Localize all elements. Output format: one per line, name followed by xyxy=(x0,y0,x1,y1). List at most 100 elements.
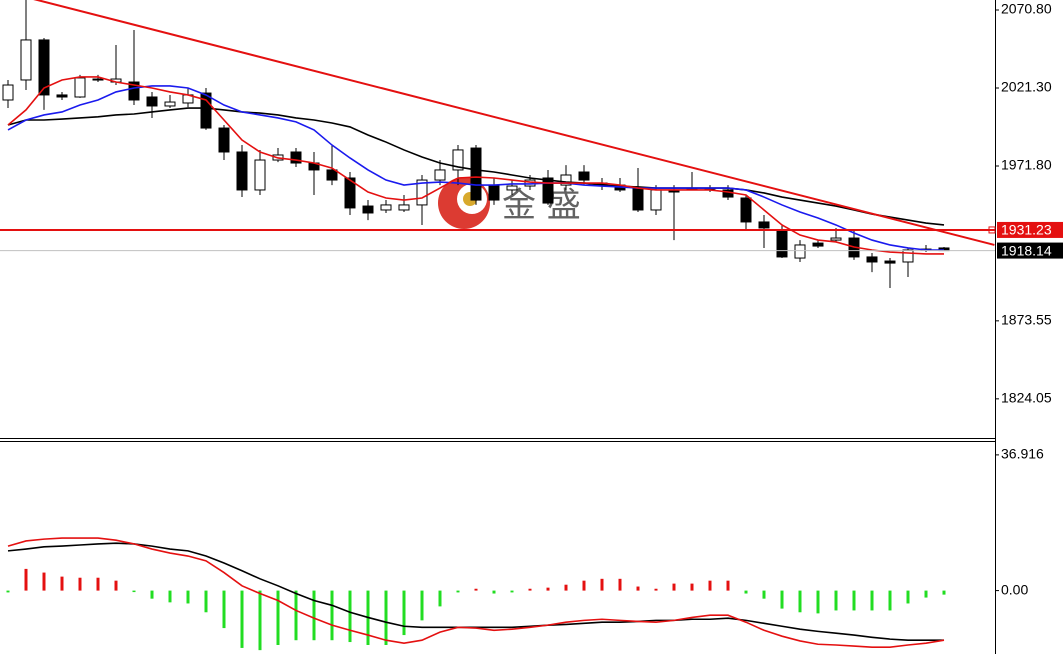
candle-body xyxy=(452,149,464,171)
histogram-bar xyxy=(510,590,514,593)
trendline xyxy=(33,0,995,246)
histogram-bar xyxy=(150,590,154,599)
y-tick-label: 2070.80 xyxy=(1001,1,1052,17)
histogram-bar xyxy=(780,590,784,609)
candle-body xyxy=(164,101,176,107)
candle-body xyxy=(506,185,518,191)
level-label: 1918.14 xyxy=(1001,242,1052,258)
y-tick-label: 1824.05 xyxy=(1001,390,1052,406)
candle-body xyxy=(56,94,68,98)
candle-body xyxy=(434,169,446,181)
histogram-bar xyxy=(312,590,316,641)
histogram-bar xyxy=(762,590,766,599)
candle-body xyxy=(2,84,14,101)
histogram-bar xyxy=(924,590,928,598)
candle-body xyxy=(20,39,32,81)
candle-body xyxy=(650,189,662,211)
candle-body xyxy=(290,151,302,164)
histogram-bar xyxy=(456,590,460,593)
candle-body xyxy=(254,159,266,191)
histogram-bar xyxy=(114,580,118,591)
moving-average xyxy=(7,76,944,255)
histogram-bar xyxy=(636,586,640,591)
histogram-bar xyxy=(942,590,946,595)
candle-body xyxy=(794,244,806,259)
histogram-bar xyxy=(240,590,244,648)
histogram-bar xyxy=(60,576,64,591)
histogram-bar xyxy=(258,590,262,651)
histogram-bar xyxy=(474,588,478,591)
candle-body xyxy=(488,184,500,201)
histogram-bar xyxy=(186,590,190,604)
moving-average xyxy=(7,107,945,226)
histogram-bar xyxy=(438,590,442,607)
level-label-box xyxy=(997,221,1063,238)
histogram-bar xyxy=(132,590,136,593)
candle-body xyxy=(236,151,248,191)
level-label-box xyxy=(997,242,1063,259)
candle-body xyxy=(200,92,212,129)
candle-body xyxy=(38,39,50,96)
histogram-bar xyxy=(294,590,298,641)
candle-body xyxy=(812,242,824,247)
histogram-bar xyxy=(672,583,676,591)
histogram-bar xyxy=(726,580,730,591)
histogram-bar xyxy=(852,590,856,611)
histogram-bar xyxy=(888,590,892,611)
candle-body xyxy=(560,174,572,186)
panel-1 xyxy=(6,537,946,651)
y-tick-label: 0.00 xyxy=(1001,581,1028,597)
indicator-line xyxy=(7,537,945,648)
histogram-bar xyxy=(6,590,10,593)
histogram-bar xyxy=(906,590,910,604)
histogram-bar xyxy=(798,590,802,613)
histogram-bar xyxy=(402,590,406,636)
histogram-bar xyxy=(204,590,208,613)
y-tick-label: 1971.80 xyxy=(1001,157,1052,173)
candle-body xyxy=(632,187,644,211)
histogram-bar xyxy=(654,588,658,591)
histogram-bar xyxy=(600,578,604,591)
candle-body xyxy=(578,171,590,181)
histogram-bar xyxy=(690,583,694,591)
histogram-bar xyxy=(222,590,226,629)
histogram-bar xyxy=(834,590,838,611)
candle-body xyxy=(740,197,752,223)
candle-body xyxy=(326,169,338,181)
histogram-bar xyxy=(384,590,388,645)
level-marker xyxy=(988,226,996,234)
histogram-bar xyxy=(582,580,586,591)
histogram-bar xyxy=(564,584,568,591)
histogram-bar xyxy=(870,590,874,611)
histogram-bar xyxy=(168,590,172,603)
level-label: 1931.23 xyxy=(1001,222,1052,238)
histogram-bar xyxy=(96,577,100,591)
candle-body xyxy=(218,127,230,153)
histogram-bar xyxy=(708,580,712,591)
histogram-bar xyxy=(348,590,352,643)
histogram-bar xyxy=(24,568,28,591)
candle-body xyxy=(362,205,374,214)
candle-body xyxy=(542,177,554,204)
histogram-bar xyxy=(420,590,424,621)
histogram-bar xyxy=(42,572,46,591)
candle-body xyxy=(416,179,428,206)
y-tick-label: 2021.30 xyxy=(1001,79,1052,95)
candle-body xyxy=(398,204,410,211)
y-tick-label: 1873.55 xyxy=(1001,312,1052,328)
moving-average xyxy=(7,85,944,251)
histogram-bar xyxy=(618,578,622,591)
candle-body xyxy=(470,147,482,201)
candle-body xyxy=(344,177,356,209)
candle-body xyxy=(92,78,104,81)
candle-body xyxy=(866,256,878,263)
histogram-bar xyxy=(78,577,82,591)
histogram-bar xyxy=(744,590,748,594)
histogram-bar xyxy=(330,590,334,641)
histogram-bar xyxy=(816,590,820,614)
histogram-bar xyxy=(492,590,496,594)
candle-body xyxy=(128,81,140,101)
histogram-bar xyxy=(276,590,280,645)
